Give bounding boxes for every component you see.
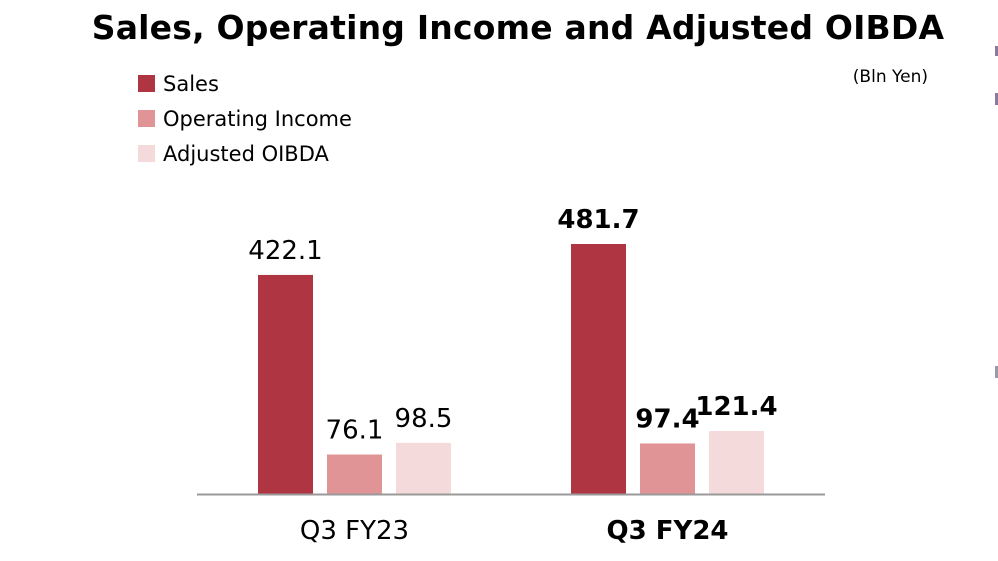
bar (640, 443, 695, 494)
legend-label-sales: Sales (163, 71, 219, 96)
edge-decoration (995, 93, 998, 105)
bar (709, 430, 764, 494)
legend: Sales Operating Income Adjusted OIBDA (138, 66, 352, 171)
edge-decoration (995, 366, 998, 378)
edge-decoration (995, 46, 998, 56)
bar (571, 244, 626, 494)
data-label: 76.1 (326, 416, 384, 446)
category-label: Q3 FY24 (606, 516, 728, 546)
category-label: Q3 FY23 (300, 516, 409, 546)
bar (327, 454, 382, 494)
unit-label: (Bln Yen) (852, 67, 928, 87)
legend-swatch-adjusted-oibda (138, 145, 155, 162)
legend-label-operating-income: Operating Income (163, 106, 352, 131)
bar (396, 442, 451, 494)
legend-item-operating-income: Operating Income (138, 101, 352, 136)
data-label: 422.1 (248, 236, 322, 266)
data-label: 97.4 (635, 404, 699, 434)
chart-title: Sales, Operating Income and Adjusted OIB… (91, 8, 945, 47)
legend-item-adjusted-oibda: Adjusted OIBDA (138, 136, 352, 171)
legend-swatch-operating-income (138, 110, 155, 127)
data-label: 481.7 (557, 205, 639, 235)
legend-swatch-sales (138, 75, 155, 92)
data-label: 121.4 (695, 392, 777, 422)
bar (258, 274, 313, 494)
legend-item-sales: Sales (138, 66, 352, 101)
legend-label-adjusted-oibda: Adjusted OIBDA (163, 141, 329, 166)
data-label: 98.5 (395, 404, 453, 434)
